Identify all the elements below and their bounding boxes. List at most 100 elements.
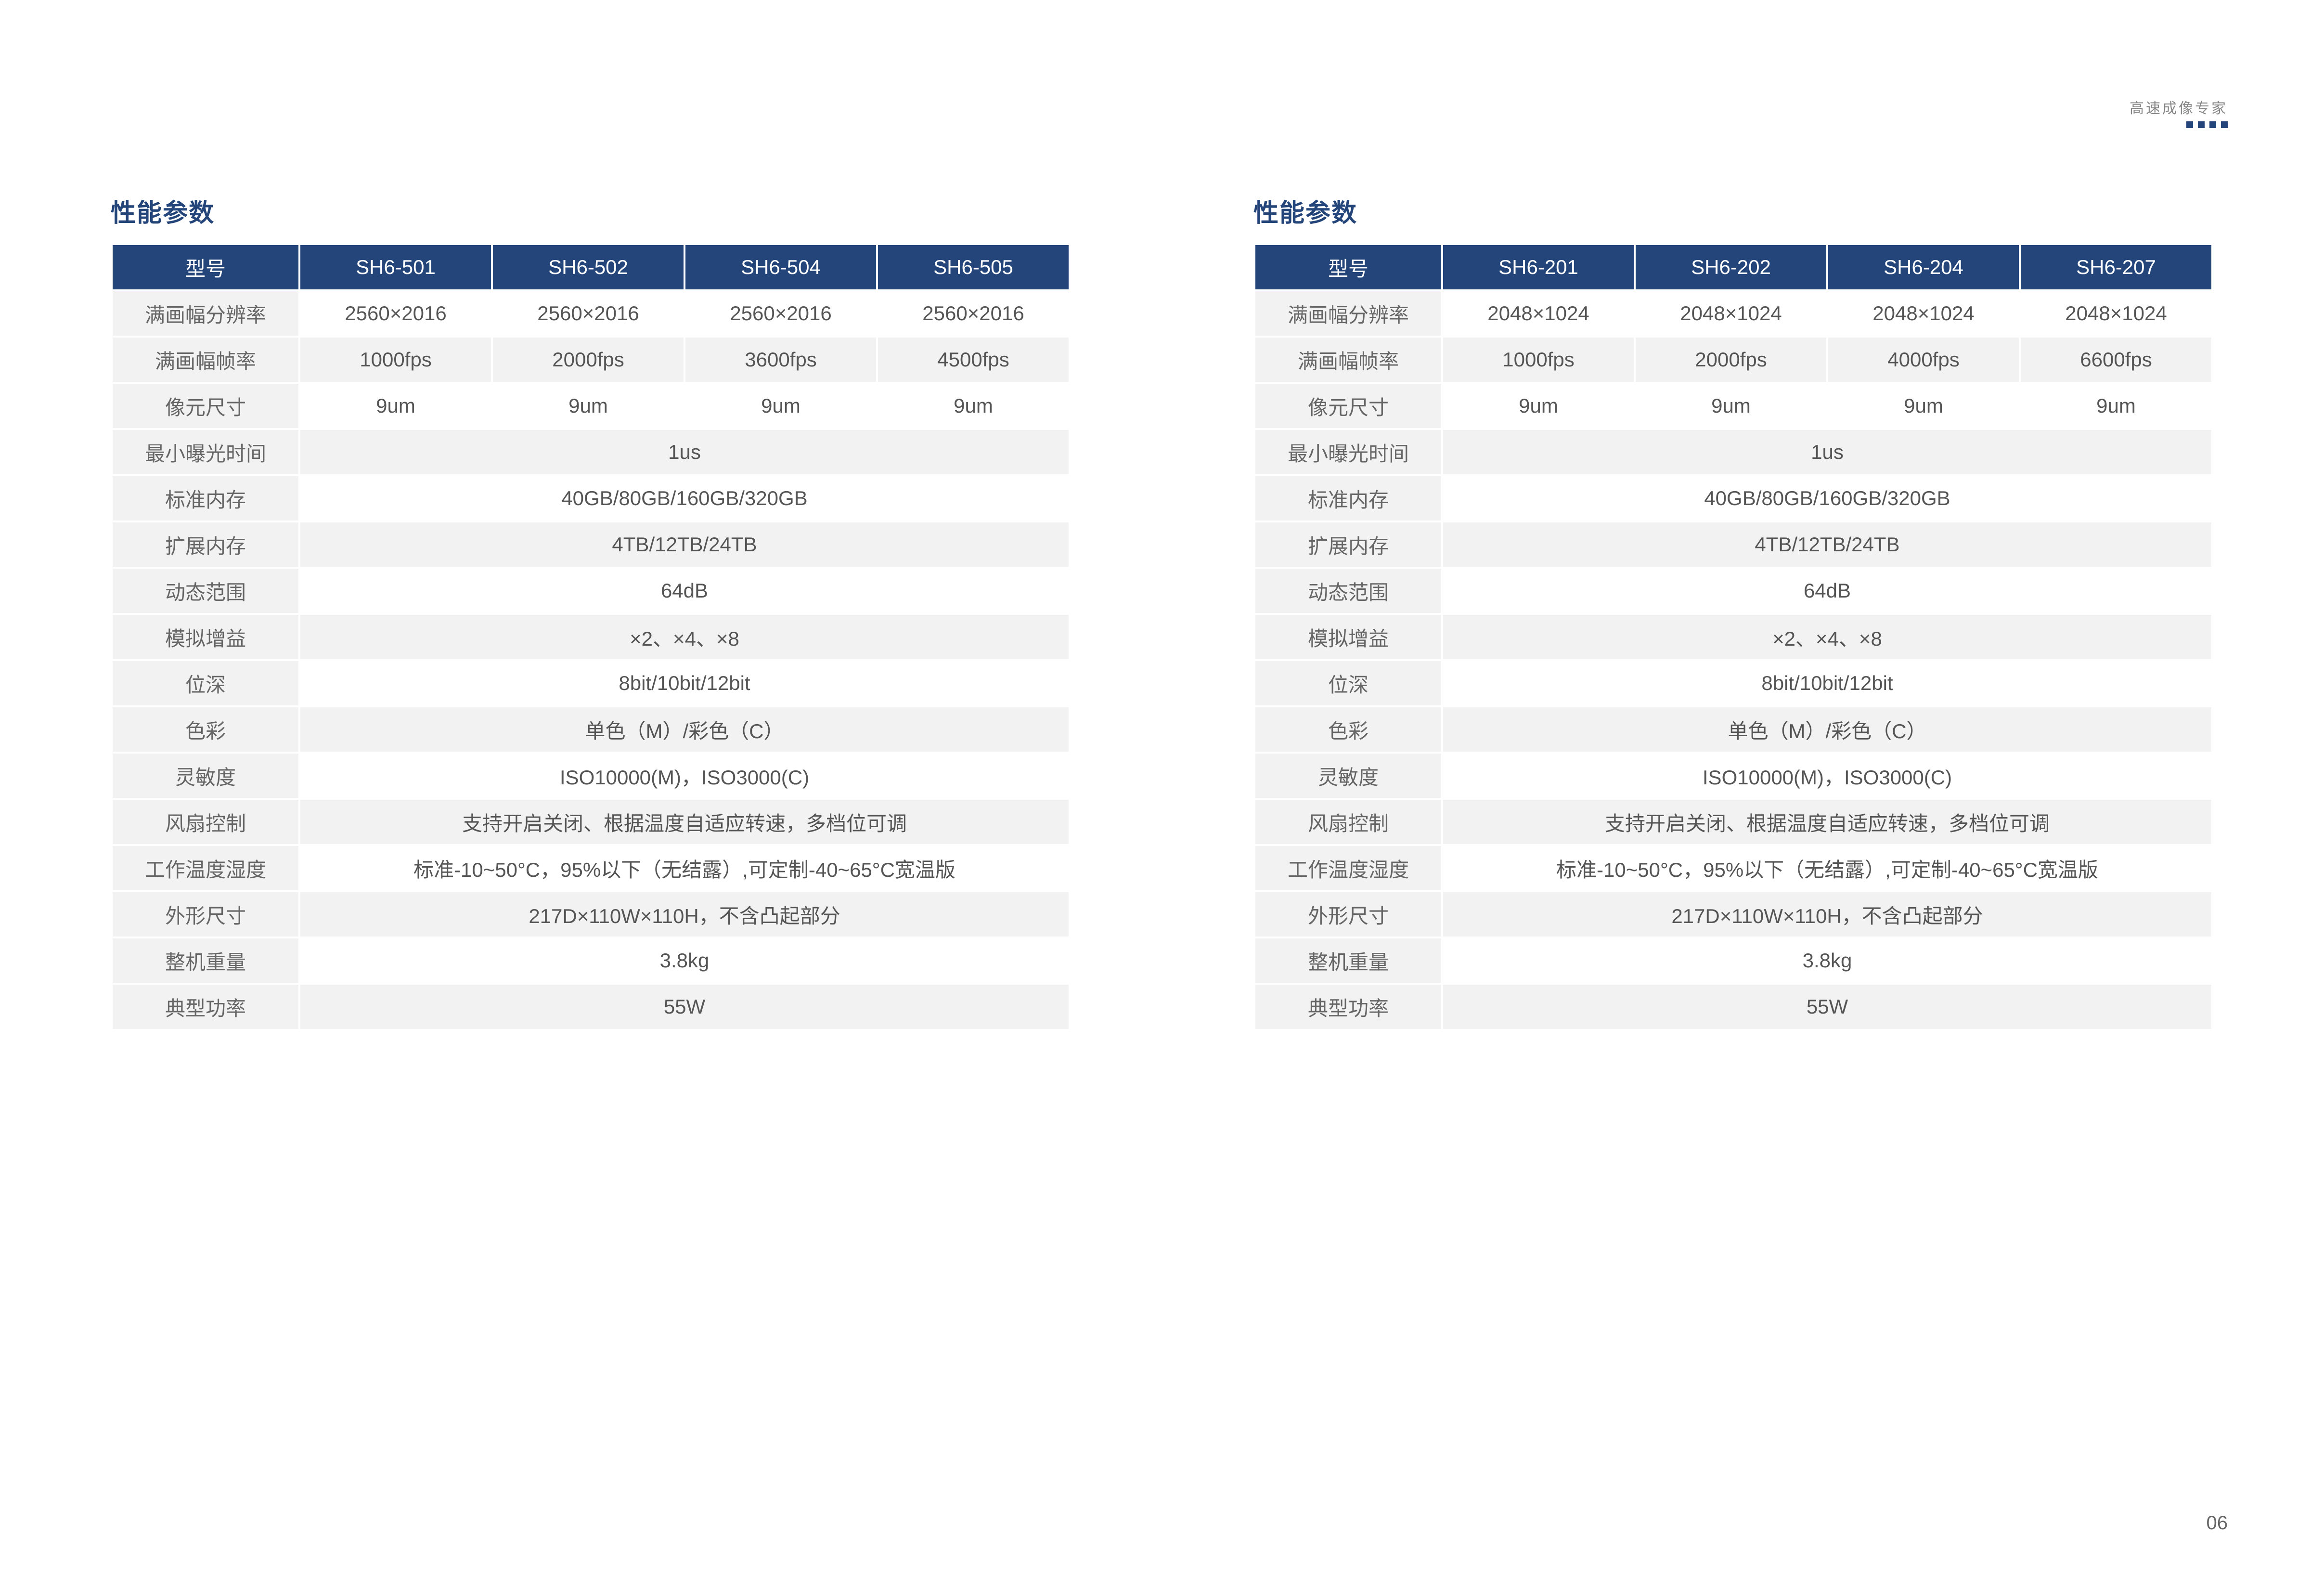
row-value: ISO10000(M)，ISO3000(C) bbox=[1442, 753, 2212, 799]
row-value: 217D×110W×110H，不含凸起部分 bbox=[1442, 891, 2212, 937]
table-row: 位深8bit/10bit/12bit bbox=[112, 660, 1070, 706]
table-row: 典型功率55W bbox=[112, 984, 1070, 1030]
row-label: 像元尺寸 bbox=[112, 383, 299, 429]
table-row: 像元尺寸9um9um9um9um bbox=[112, 383, 1070, 429]
spec-table-right: 型号SH6-201SH6-202SH6-204SH6-207满画幅分辨率2048… bbox=[1253, 243, 2213, 1031]
row-label: 灵敏度 bbox=[1254, 753, 1442, 799]
row-value: 单色（M）/彩色（C） bbox=[299, 706, 1070, 753]
row-value: 9um bbox=[2020, 383, 2212, 429]
row-value: 2048×1024 bbox=[1635, 290, 1827, 337]
col-header-model: SH6-505 bbox=[877, 244, 1070, 290]
table-row: 工作温度湿度标准-10~50°C，95%以下（无结露）,可定制-40~65°C宽… bbox=[112, 845, 1070, 891]
row-label: 满画幅帧率 bbox=[1254, 337, 1442, 383]
row-value: 2048×1024 bbox=[1827, 290, 2020, 337]
row-label: 色彩 bbox=[112, 706, 299, 753]
row-label: 标准内存 bbox=[1254, 475, 1442, 521]
col-header-model: SH6-207 bbox=[2020, 244, 2212, 290]
col-header-model: SH6-201 bbox=[1442, 244, 1635, 290]
table-row: 位深8bit/10bit/12bit bbox=[1254, 660, 2212, 706]
table-row: 整机重量3.8kg bbox=[112, 937, 1070, 984]
row-label: 满画幅分辨率 bbox=[1254, 290, 1442, 337]
row-label: 外形尺寸 bbox=[1254, 891, 1442, 937]
table-row: 灵敏度ISO10000(M)，ISO3000(C) bbox=[1254, 753, 2212, 799]
row-value: 1000fps bbox=[299, 337, 492, 383]
row-value: 9um bbox=[877, 383, 1070, 429]
row-value: 2560×2016 bbox=[492, 290, 684, 337]
square-icon bbox=[2221, 121, 2228, 128]
row-value: 9um bbox=[684, 383, 877, 429]
row-label: 典型功率 bbox=[112, 984, 299, 1030]
square-icon bbox=[2198, 121, 2205, 128]
row-value: 4000fps bbox=[1827, 337, 2020, 383]
row-label: 位深 bbox=[1254, 660, 1442, 706]
row-label: 外形尺寸 bbox=[112, 891, 299, 937]
row-value: 64dB bbox=[1442, 568, 2212, 614]
table-row: 外形尺寸217D×110W×110H，不含凸起部分 bbox=[1254, 891, 2212, 937]
row-value: 3600fps bbox=[684, 337, 877, 383]
col-header-model: SH6-504 bbox=[684, 244, 877, 290]
row-value: 55W bbox=[1442, 984, 2212, 1030]
row-label: 动态范围 bbox=[1254, 568, 1442, 614]
row-value: 8bit/10bit/12bit bbox=[1442, 660, 2212, 706]
row-label: 模拟增益 bbox=[1254, 614, 1442, 660]
table-row: 扩展内存4TB/12TB/24TB bbox=[112, 521, 1070, 568]
table-row: 标准内存40GB/80GB/160GB/320GB bbox=[112, 475, 1070, 521]
row-value: 1000fps bbox=[1442, 337, 1635, 383]
row-value: 单色（M）/彩色（C） bbox=[1442, 706, 2212, 753]
row-label: 典型功率 bbox=[1254, 984, 1442, 1030]
table-row: 色彩单色（M）/彩色（C） bbox=[1254, 706, 2212, 753]
square-icon bbox=[2209, 121, 2216, 128]
row-value: 4TB/12TB/24TB bbox=[1442, 521, 2212, 568]
row-label: 色彩 bbox=[1254, 706, 1442, 753]
row-label: 满画幅帧率 bbox=[112, 337, 299, 383]
table-row: 动态范围64dB bbox=[112, 568, 1070, 614]
brand-tagline: 高速成像专家 bbox=[2130, 96, 2228, 117]
row-value: 2048×1024 bbox=[2020, 290, 2212, 337]
row-label: 模拟增益 bbox=[112, 614, 299, 660]
page-content: 性能参数 型号SH6-501SH6-502SH6-504SH6-505满画幅分辨… bbox=[0, 0, 2324, 1031]
row-value: 2048×1024 bbox=[1442, 290, 1635, 337]
table-row: 标准内存40GB/80GB/160GB/320GB bbox=[1254, 475, 2212, 521]
header-brand-tag: 高速成像专家 bbox=[2130, 96, 2228, 128]
row-value: 2560×2016 bbox=[299, 290, 492, 337]
row-label: 满画幅分辨率 bbox=[112, 290, 299, 337]
row-value: 4500fps bbox=[877, 337, 1070, 383]
table-row: 典型功率55W bbox=[1254, 984, 2212, 1030]
row-value: 8bit/10bit/12bit bbox=[299, 660, 1070, 706]
row-value: 1us bbox=[299, 429, 1070, 475]
row-value: 9um bbox=[299, 383, 492, 429]
row-value: ×2、×4、×8 bbox=[1442, 614, 2212, 660]
table-row: 整机重量3.8kg bbox=[1254, 937, 2212, 984]
section-title-right: 性能参数 bbox=[1253, 193, 2213, 229]
row-value: 3.8kg bbox=[299, 937, 1070, 984]
row-label: 动态范围 bbox=[112, 568, 299, 614]
row-value: 9um bbox=[1635, 383, 1827, 429]
row-value: 4TB/12TB/24TB bbox=[299, 521, 1070, 568]
col-header-model: SH6-502 bbox=[492, 244, 684, 290]
row-value: ISO10000(M)，ISO3000(C) bbox=[299, 753, 1070, 799]
col-header-model: SH6-202 bbox=[1635, 244, 1827, 290]
row-value: 1us bbox=[1442, 429, 2212, 475]
spec-table-left: 型号SH6-501SH6-502SH6-504SH6-505满画幅分辨率2560… bbox=[111, 243, 1071, 1031]
row-value: 40GB/80GB/160GB/320GB bbox=[299, 475, 1070, 521]
row-value: 2560×2016 bbox=[684, 290, 877, 337]
row-label: 扩展内存 bbox=[112, 521, 299, 568]
table-row: 扩展内存4TB/12TB/24TB bbox=[1254, 521, 2212, 568]
row-label: 像元尺寸 bbox=[1254, 383, 1442, 429]
row-label: 整机重量 bbox=[112, 937, 299, 984]
table-row: 满画幅分辨率2560×20162560×20162560×20162560×20… bbox=[112, 290, 1070, 337]
row-value: 40GB/80GB/160GB/320GB bbox=[1442, 475, 2212, 521]
row-label: 最小曝光时间 bbox=[1254, 429, 1442, 475]
row-label: 风扇控制 bbox=[1254, 799, 1442, 845]
row-value: 标准-10~50°C，95%以下（无结露）,可定制-40~65°C宽温版 bbox=[1442, 845, 2212, 891]
row-value: 3.8kg bbox=[1442, 937, 2212, 984]
table-row: 满画幅帧率1000fps2000fps4000fps6600fps bbox=[1254, 337, 2212, 383]
table-row: 风扇控制支持开启关闭、根据温度自适应转速，多档位可调 bbox=[112, 799, 1070, 845]
table-row: 满画幅分辨率2048×10242048×10242048×10242048×10… bbox=[1254, 290, 2212, 337]
row-value: 55W bbox=[299, 984, 1070, 1030]
table-row: 外形尺寸217D×110W×110H，不含凸起部分 bbox=[112, 891, 1070, 937]
row-label: 风扇控制 bbox=[112, 799, 299, 845]
row-label: 位深 bbox=[112, 660, 299, 706]
row-label: 标准内存 bbox=[112, 475, 299, 521]
table-row: 最小曝光时间1us bbox=[1254, 429, 2212, 475]
